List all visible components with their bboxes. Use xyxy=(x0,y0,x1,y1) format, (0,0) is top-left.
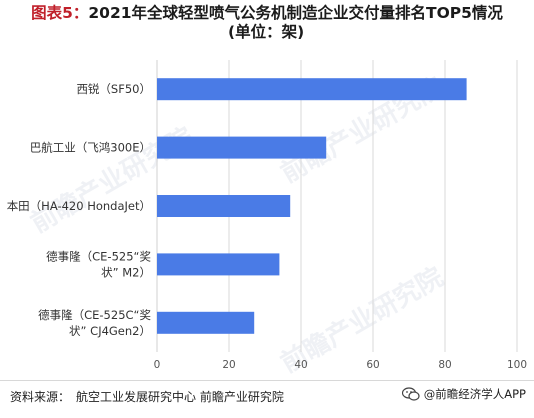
brand-text: @前瞻经济学人APP xyxy=(423,387,526,401)
category-label: 巴航工业（飞鸿300E） xyxy=(30,141,151,155)
bar xyxy=(157,253,280,276)
x-tick-label: 0 xyxy=(154,359,161,371)
x-tick-label: 100 xyxy=(507,359,527,371)
bar xyxy=(157,78,467,101)
x-tick-label: 60 xyxy=(366,359,379,371)
title-unit: (单位：架) xyxy=(228,23,305,41)
category-label: 德事隆（CE-525“奖状” M2） xyxy=(46,249,151,279)
bar xyxy=(157,136,327,159)
bar xyxy=(157,195,291,217)
source-text: 航空工业发展研究中心 前瞻产业研究院 xyxy=(76,390,284,404)
bar xyxy=(157,311,255,334)
title-main: 2021年全球轻型喷气公务机制造企业交付量排名TOP5情况 xyxy=(88,4,503,22)
footer: 资料来源： 航空工业发展研究中心 前瞻产业研究院 @前瞻经济学人APP xyxy=(0,380,534,413)
x-tick-label: 80 xyxy=(438,359,451,371)
category-label: 本田（HA-420 HondaJet） xyxy=(7,199,151,213)
x-tick-label: 40 xyxy=(294,359,307,371)
source-label: 资料来源： xyxy=(10,390,71,404)
category-label: 西锐（SF50） xyxy=(76,82,151,96)
title-prefix: 图表5： xyxy=(31,4,89,22)
x-tick-label: 20 xyxy=(222,359,235,371)
wechat-icon xyxy=(401,387,420,401)
category-label: 德事隆（CE-525C“奖状” CJ4Gen2） xyxy=(38,308,151,338)
brand: @前瞻经济学人APP xyxy=(401,386,526,402)
chart-title: 图表5：2021年全球轻型喷气公务机制造企业交付量排名TOP5情况 (单位：架) xyxy=(0,4,534,42)
